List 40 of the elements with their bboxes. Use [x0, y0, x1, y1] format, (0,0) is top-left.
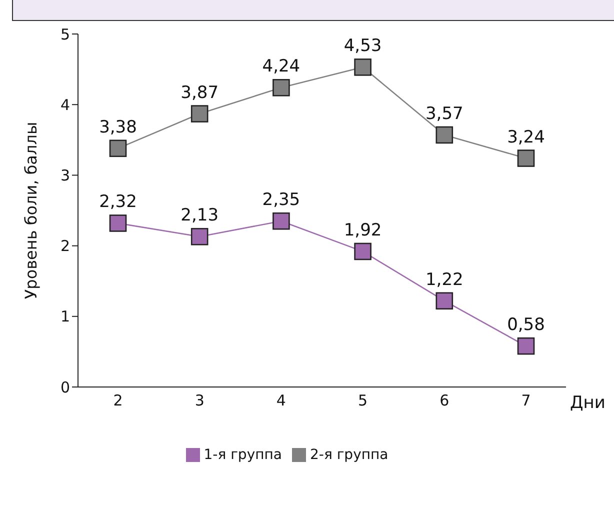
y-tick-label: 2 — [60, 237, 70, 256]
y-tick-label: 0 — [60, 378, 70, 396]
x-tick-label: 3 — [194, 392, 204, 410]
x-tick-label: 5 — [358, 392, 368, 410]
point — [272, 79, 290, 96]
point — [109, 214, 127, 232]
data-label: 1,92 — [344, 220, 382, 240]
data-label: 0,58 — [507, 315, 545, 336]
y-tick-label: 4 — [60, 96, 70, 114]
legend-label: 2-я группа — [310, 447, 388, 463]
data-label: 4,53 — [344, 36, 382, 56]
point — [517, 337, 535, 355]
point — [436, 126, 454, 144]
point — [272, 212, 290, 230]
point — [109, 140, 127, 158]
point — [354, 242, 372, 260]
data-label: 3,87 — [180, 82, 219, 103]
data-label: 3,38 — [99, 117, 137, 138]
y-axis-title: Уровень боли, баллы — [22, 122, 41, 300]
data-label: 2,35 — [262, 190, 300, 210]
point — [354, 58, 372, 76]
point — [190, 105, 208, 122]
data-label: 3,57 — [425, 104, 464, 124]
x-axis-title: Дни — [570, 393, 606, 413]
data-label: 1,22 — [425, 270, 464, 290]
point — [517, 150, 535, 167]
legend-label: 1-я группа — [204, 447, 282, 463]
data-label: 4,24 — [262, 56, 300, 77]
x-tick-label: 4 — [276, 392, 286, 410]
x-tick-label: 7 — [521, 392, 531, 410]
x-tick-label: 2 — [113, 392, 123, 410]
data-label: 3,24 — [507, 127, 545, 148]
data-label: 2,32 — [99, 192, 137, 212]
y-tick-label: 1 — [60, 308, 70, 326]
x-tick-label: 6 — [440, 392, 450, 410]
data-label: 2,13 — [180, 206, 219, 226]
point — [436, 292, 454, 310]
y-tick-label: 5 — [60, 25, 70, 44]
point — [190, 228, 208, 246]
y-tick-label: 3 — [60, 166, 70, 185]
